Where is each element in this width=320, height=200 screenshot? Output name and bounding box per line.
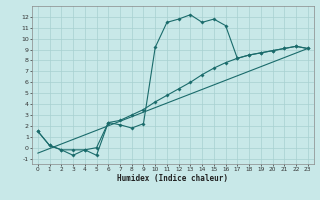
X-axis label: Humidex (Indice chaleur): Humidex (Indice chaleur) bbox=[117, 174, 228, 183]
